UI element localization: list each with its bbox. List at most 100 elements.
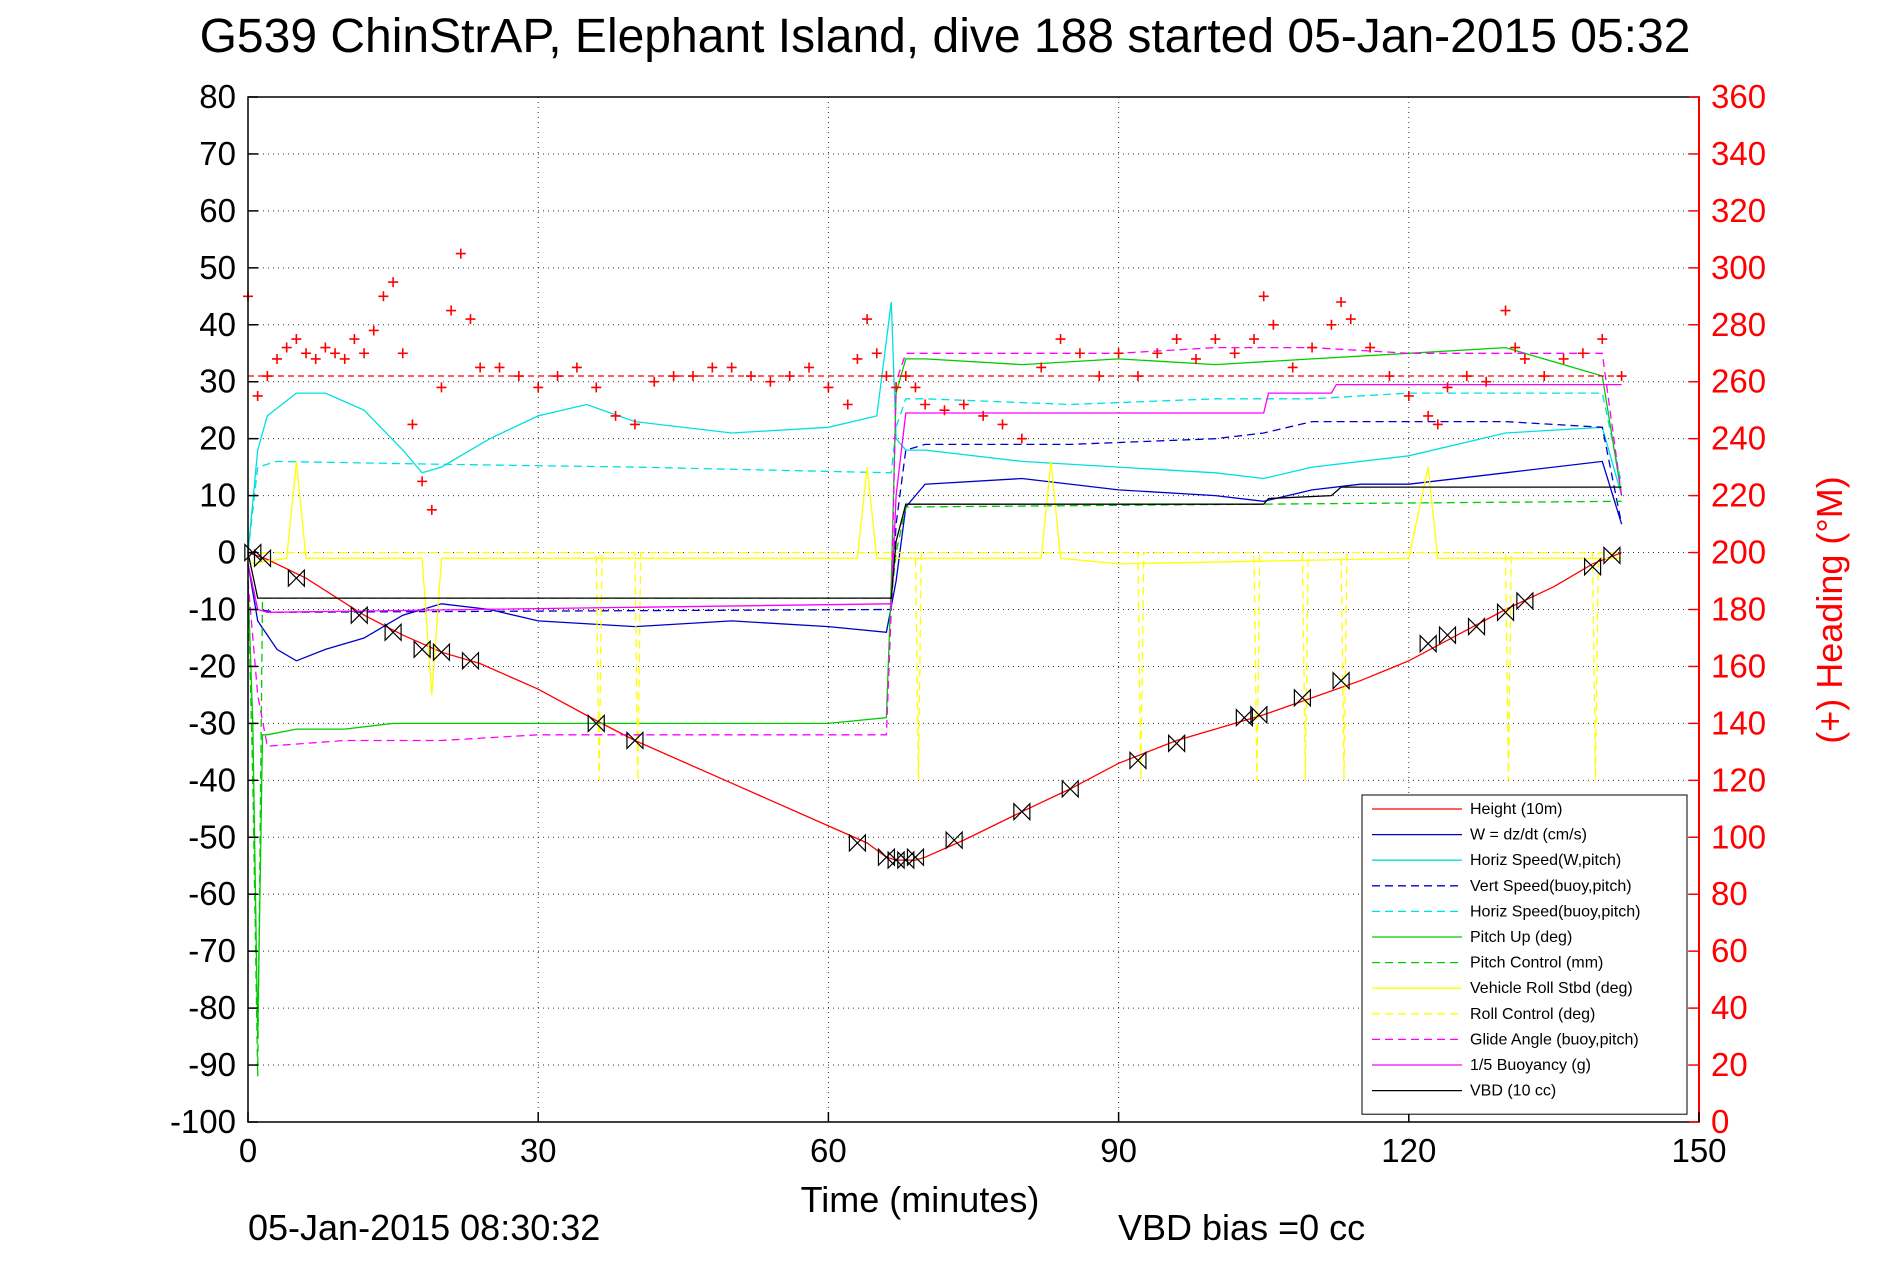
heading-point [881, 371, 892, 382]
heading-point [494, 362, 505, 373]
turn-marker [1438, 625, 1457, 645]
right-tick-label: 20 [1711, 1046, 1748, 1083]
heading-point [1249, 334, 1260, 345]
right-tick-label: 140 [1711, 704, 1766, 741]
heading-point [388, 277, 399, 288]
legend-label: Pitch Up (deg) [1470, 929, 1572, 946]
heading-point [1500, 305, 1511, 316]
heading-point [1326, 319, 1337, 330]
right-tick-label: 40 [1711, 989, 1748, 1026]
left-tick-label: 20 [199, 420, 236, 457]
series-line [248, 551, 1622, 781]
legend-label: Horiz Speed(buoy,pitch) [1470, 903, 1640, 920]
heading-point [629, 419, 640, 430]
heading-point [1113, 348, 1124, 359]
x-axis: 0 30 60 90 120 150 [239, 1112, 1727, 1169]
legend-label: Glide Angle (buoy,pitch) [1470, 1031, 1639, 1048]
right-tick-label: 0 [1711, 1103, 1729, 1140]
x-tick-label: 150 [1671, 1132, 1726, 1169]
series-line [247, 551, 1622, 861]
left-tick-label: 50 [199, 249, 236, 286]
turn-marker [945, 830, 963, 850]
heading-point [1055, 334, 1066, 345]
left-tick-label: -70 [188, 932, 236, 969]
heading-point [330, 348, 341, 359]
heading-point [707, 362, 718, 373]
right-tick-label: 180 [1711, 591, 1766, 628]
heading-point [1403, 390, 1414, 401]
x-tick-label: 30 [520, 1132, 557, 1169]
turn-marker [848, 833, 867, 853]
heading-point [1336, 297, 1347, 307]
heading-point [871, 348, 882, 359]
heading-point [1152, 348, 1163, 359]
heading-point [1481, 376, 1492, 387]
right-tick-label: 360 [1711, 78, 1766, 115]
series-line [247, 460, 1623, 662]
turn-marker [877, 847, 896, 867]
turn-marker [1013, 802, 1031, 822]
left-tick-label: -20 [188, 647, 236, 684]
left-tick-label: -80 [188, 989, 236, 1026]
heading-point [978, 410, 989, 421]
turn-marker [1235, 708, 1253, 728]
right-tick-label: 300 [1711, 249, 1766, 286]
heading-point [920, 399, 931, 410]
turn-marker [1496, 602, 1515, 622]
right-y-axis: 3603403203002802602402202001801601401201… [1689, 78, 1766, 1140]
heading-point [310, 353, 321, 364]
x-tick-label: 60 [810, 1132, 847, 1169]
left-tick-label: -90 [188, 1046, 236, 1083]
turn-marker [587, 713, 605, 733]
legend-label: Vehicle Roll Stbd (deg) [1470, 980, 1633, 997]
turn-marker [384, 622, 402, 642]
turn-marker [1603, 545, 1621, 565]
heading-point [426, 504, 437, 515]
heading-point [397, 348, 408, 359]
heading-point [320, 342, 331, 353]
heading-point [281, 342, 292, 353]
heading-point [862, 314, 873, 325]
heading-point [1268, 319, 1279, 330]
left-tick-label: 10 [199, 477, 236, 514]
heading-point [668, 371, 679, 382]
left-tick-label: 70 [199, 135, 236, 172]
series-line [247, 383, 1622, 613]
heading-point [1558, 353, 1569, 364]
heading-point [765, 376, 776, 387]
turn-marker [253, 548, 272, 568]
legend: Height (10m) W = dz/dt (cm/s) Horiz Speed(… [1361, 794, 1688, 1115]
turn-marker [244, 543, 262, 563]
right-tick-label: 240 [1711, 420, 1766, 457]
heading-point [417, 476, 428, 487]
heading-point [1510, 342, 1521, 353]
heading-point [1345, 314, 1356, 325]
series-line [247, 301, 1623, 553]
heading-point [571, 362, 582, 373]
heading-point [1036, 362, 1047, 373]
turn-marker [887, 850, 905, 870]
heading-point [649, 376, 660, 387]
turn-marker [1467, 617, 1486, 637]
heading-point [378, 291, 389, 302]
left-tick-label: 0 [218, 534, 236, 571]
heading-point [1171, 334, 1182, 345]
heading-point [272, 353, 283, 364]
heading-point [891, 382, 902, 393]
series-line [247, 420, 1623, 613]
heading-point [252, 390, 263, 401]
heading-point [455, 248, 466, 259]
legend-label: VBD (10 cc) [1470, 1083, 1556, 1100]
right-tick-label: 260 [1711, 363, 1766, 400]
heading-point [1016, 433, 1027, 444]
footer-vbd-bias: VBD bias =0 cc [1118, 1207, 1365, 1248]
heading-point [1423, 410, 1434, 421]
x-tick-label: 120 [1381, 1132, 1436, 1169]
series-line [247, 486, 1622, 599]
right-tick-label: 200 [1711, 534, 1766, 571]
right-tick-label: 340 [1711, 135, 1766, 172]
heading-point [1442, 382, 1453, 393]
turn-marker [1061, 779, 1079, 799]
heading-point [368, 325, 379, 336]
legend-label: Vert Speed(buoy,pitch) [1470, 878, 1632, 895]
